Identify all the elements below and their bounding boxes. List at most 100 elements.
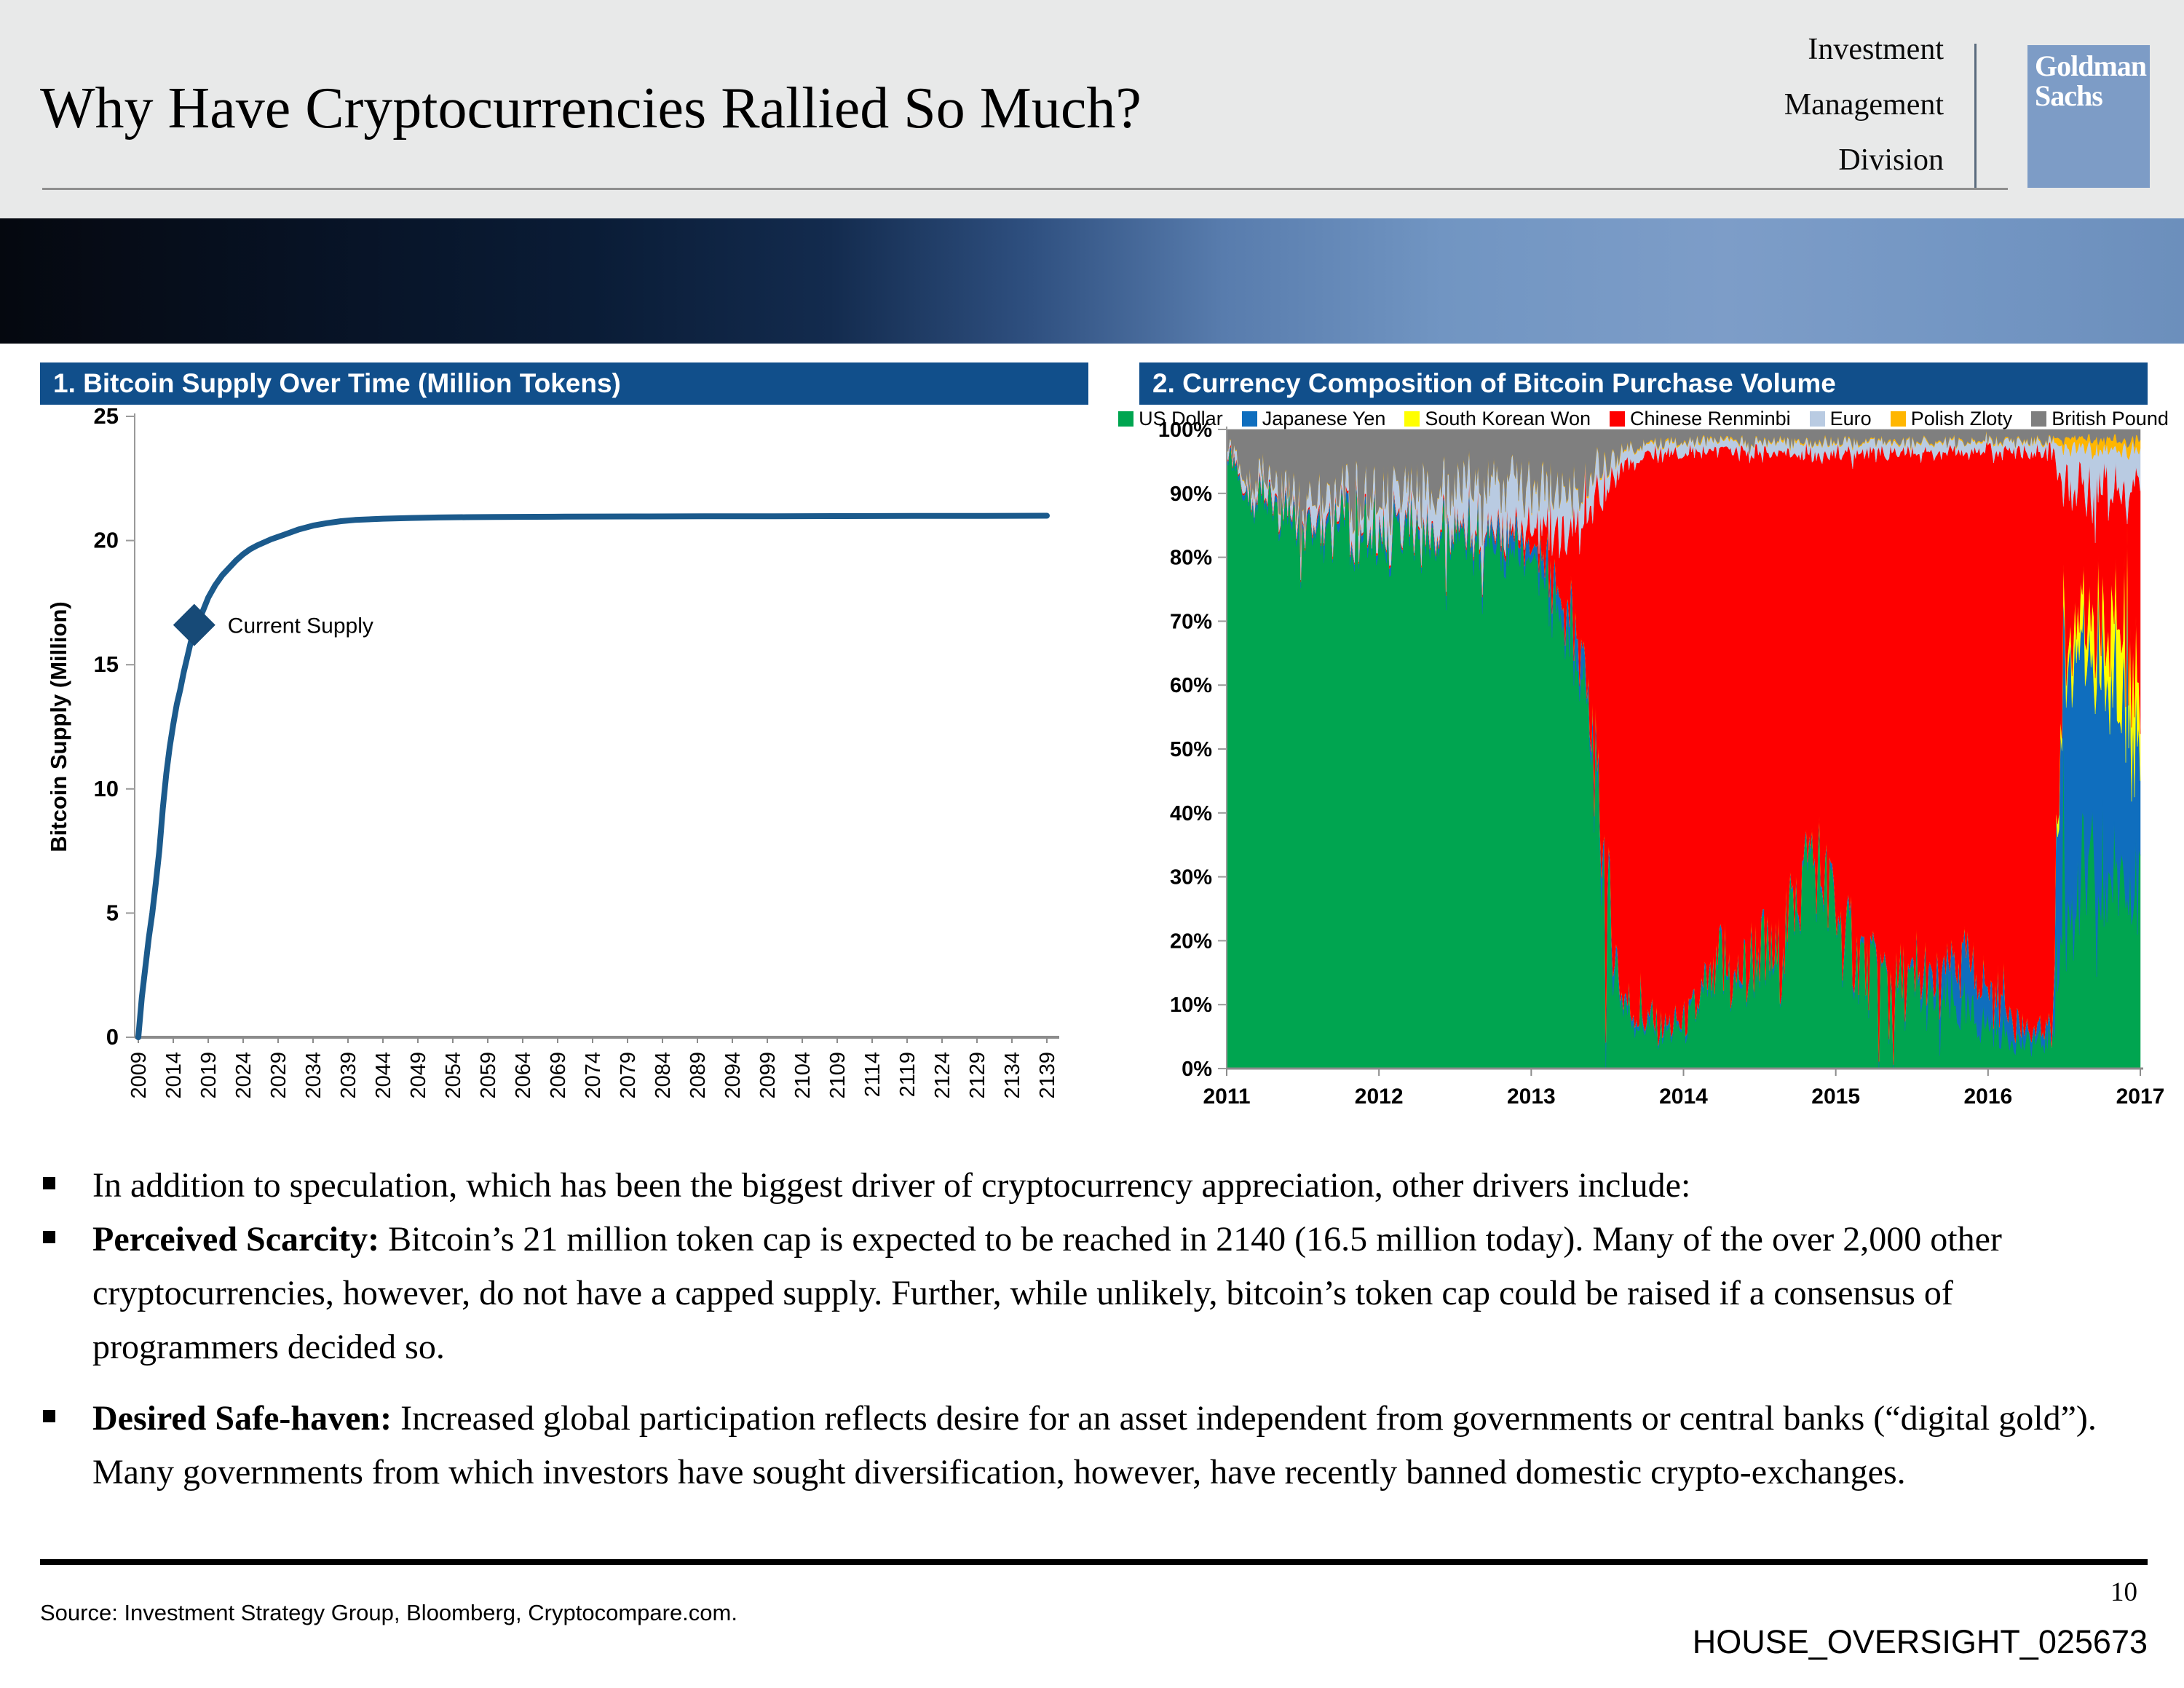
y-tick-label: 25: [94, 403, 119, 429]
bullet-speculation: In addition to speculation, which has be…: [40, 1159, 2140, 1213]
y-tick-label: 20%: [1170, 930, 1212, 953]
x-tick-label: 2044: [372, 1052, 395, 1099]
bullet-square-icon: [43, 1177, 55, 1189]
y-tick-label: 0%: [1182, 1058, 1212, 1081]
page-title: Why Have Cryptocurrencies Rallied So Muc…: [40, 76, 1142, 140]
x-tick-label: 2089: [687, 1052, 710, 1099]
legend-swatch-icon: [1118, 411, 1134, 427]
bullet-square-icon: [43, 1410, 55, 1422]
y-tick-label: 10: [94, 776, 119, 801]
y-tick-label: 50%: [1170, 738, 1212, 761]
legend-swatch-icon: [1890, 411, 1906, 427]
x-tick-label: 2129: [966, 1052, 989, 1099]
legend-item-polish-zloty: Polish Zloty: [1890, 407, 2013, 430]
bullet-desired-safe-haven: Desired Safe-haven: Increased global par…: [40, 1392, 2140, 1499]
supply-line: [135, 512, 1050, 1040]
legend-label: British Pound: [2052, 407, 2169, 429]
x-tick-label: 2139: [1036, 1052, 1059, 1099]
area-british-pound: [1226, 429, 2141, 557]
bitcoin-supply-chart: 0 5 10 15 20 25 2009 2014 2019 2024 2029 2034 2039 20…: [46, 403, 1059, 1099]
division-block: Investment Management Division: [1784, 22, 1944, 188]
division-line-3: Division: [1838, 143, 1944, 177]
current-supply-marker: [173, 603, 215, 646]
x-tick-label: 2059: [477, 1052, 500, 1099]
y-tick-label: 0: [106, 1024, 119, 1050]
page-number: 10: [2110, 1577, 2137, 1607]
bullet-lead: Perceived Scarcity:: [92, 1220, 380, 1259]
legend-swatch-icon: [1241, 411, 1257, 427]
y-tick-label: 90%: [1170, 483, 1212, 506]
logo-line-2: Sachs: [2035, 79, 2103, 112]
x-tick-label: 2034: [302, 1052, 325, 1099]
x-tick-label: 2012: [1355, 1085, 1404, 1109]
x-tick-label: 2119: [896, 1052, 919, 1097]
x-tick-label: 2029: [267, 1052, 290, 1099]
x-tick-label: 2013: [1507, 1085, 1556, 1109]
bullet-text: In addition to speculation, which has be…: [92, 1166, 1691, 1205]
bullet-lead: Desired Safe-haven:: [92, 1399, 392, 1438]
x-tick-label: 2074: [582, 1052, 605, 1099]
legend-label: Polish Zloty: [1910, 407, 2013, 429]
legend-swatch-icon: [1610, 411, 1626, 427]
x-tick-label: 2094: [721, 1052, 745, 1099]
legend-item-british-pound: British Pound: [2031, 408, 2169, 430]
x-tick-label: 2014: [1659, 1085, 1708, 1109]
bullet-text: Increased global participation reflects …: [92, 1399, 2097, 1491]
x-tick-label: 2024: [232, 1052, 256, 1099]
currency-composition-chart: 0% 10% 20% 30% 40% 50% 60% 70% 80% 90% 100% 2011 201…: [1158, 419, 2165, 1109]
x-tick-label: 2019: [197, 1052, 221, 1099]
y-tick-label: 60%: [1170, 674, 1212, 697]
bullet-perceived-scarcity: Perceived Scarcity: Bitcoin’s 21 million…: [40, 1213, 2140, 1374]
x-tick-label: 2039: [337, 1052, 360, 1099]
legend-item-chinese-renminbi: Chinese Renminbi: [1610, 408, 1791, 430]
legend-swatch-icon: [1809, 411, 1825, 427]
legend-item-euro: Euro: [1809, 407, 1872, 430]
bullet-square-icon: [43, 1231, 55, 1243]
x-tick-label: 2114: [861, 1052, 885, 1097]
chart2-title-bar: 2. Currency Composition of Bitcoin Purch…: [1139, 362, 2148, 405]
legend-swatch-icon: [1404, 411, 1420, 427]
y-tick-label: 30%: [1170, 866, 1212, 889]
footer-rule: [40, 1559, 2148, 1565]
x-tick-label: 2069: [547, 1052, 570, 1099]
legend-label: Chinese Renminbi: [1630, 407, 1791, 429]
legend-item-south-korean-won: South Korean Won: [1404, 408, 1591, 430]
y-tick-label: 15: [94, 651, 119, 677]
goldman-sachs-logo: Goldman Sachs: [2027, 45, 2150, 188]
legend-swatch-icon: [2031, 411, 2047, 427]
legend-item-us-dollar: US Dollar: [1118, 408, 1223, 430]
header-divider: [1974, 44, 1977, 188]
current-supply-label: Current Supply: [228, 614, 373, 638]
legend-label: Japanese Yen: [1262, 407, 1386, 429]
legend-label: Euro: [1829, 407, 1872, 429]
y-tick-label: 20: [94, 528, 119, 553]
x-tick-label: 2104: [791, 1052, 815, 1099]
bullet-text: Bitcoin’s 21 million token cap is expect…: [92, 1220, 2002, 1366]
y-axis-title: Bitcoin Supply (Million): [46, 601, 71, 852]
x-tick-label: 2016: [1963, 1085, 2012, 1109]
decorative-gradient-band: [0, 218, 2184, 344]
y-tick-label: 10%: [1170, 994, 1212, 1017]
currency-legend: US Dollar Japanese Yen South Korean Won Chi…: [1118, 406, 2169, 431]
logo-line-1: Goldman: [2035, 49, 2147, 82]
slide-header: Why Have Cryptocurrencies Rallied So Muc…: [0, 0, 2184, 218]
document-id: HOUSE_OVERSIGHT_025673: [1692, 1623, 2148, 1660]
y-tick-label: 5: [106, 900, 119, 925]
division-line-1: Investment: [1808, 33, 1944, 66]
x-tick-label: 2084: [652, 1052, 675, 1099]
legend-item-japanese-yen: Japanese Yen: [1241, 407, 1386, 430]
x-tick-label: 2015: [1811, 1085, 1860, 1109]
division-line-2: Management: [1784, 88, 1944, 122]
x-tick-label: 2017: [2116, 1085, 2165, 1109]
source-note: Source: Investment Strategy Group, Bloom…: [40, 1600, 737, 1625]
legend-label: US Dollar: [1139, 407, 1223, 429]
x-tick-label: 2009: [127, 1052, 151, 1099]
y-tick-label: 40%: [1170, 802, 1212, 825]
y-tick-label: 70%: [1170, 610, 1212, 633]
x-tick-label: 2099: [756, 1052, 780, 1099]
x-tick-label: 2049: [407, 1052, 430, 1099]
legend-label: South Korean Won: [1425, 407, 1591, 429]
x-tick-label: 2079: [617, 1052, 640, 1099]
x-tick-label: 2014: [162, 1052, 186, 1099]
